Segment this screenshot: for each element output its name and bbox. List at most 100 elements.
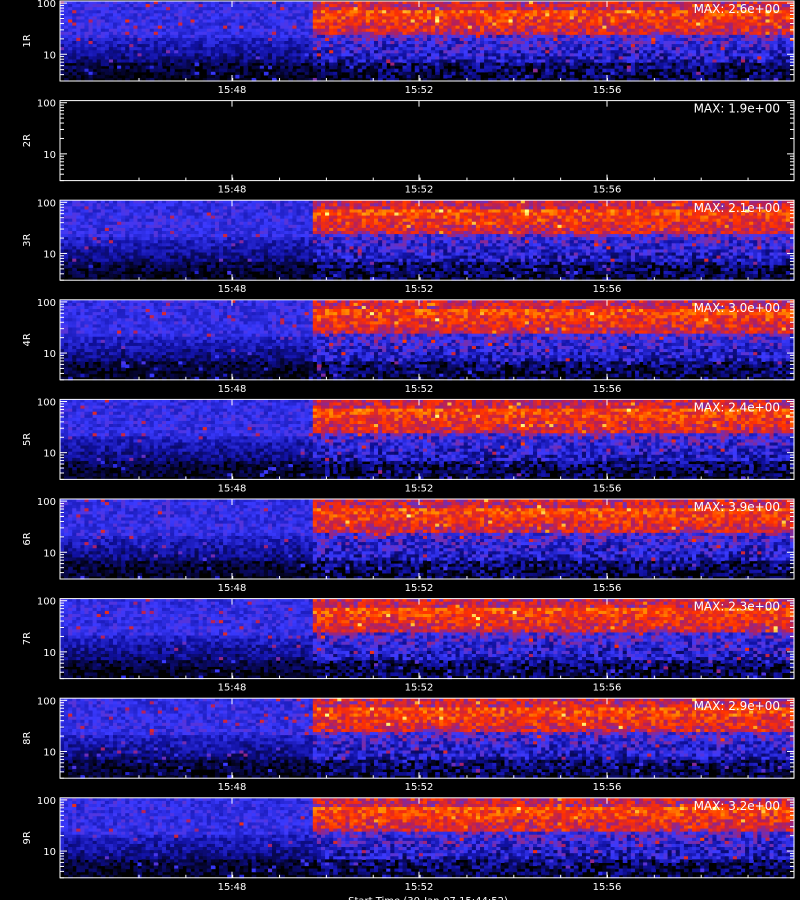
heatmap-cell (157, 68, 163, 73)
heatmap-cell (92, 19, 98, 24)
heatmap-cell (186, 16, 192, 21)
heatmap-cell (345, 7, 351, 11)
heatmap-cell (76, 274, 81, 278)
heatmap-cell (455, 77, 461, 82)
heatmap-cell (170, 71, 175, 76)
heatmap-cell (365, 1, 371, 5)
heatmap-cell (378, 28, 383, 33)
heatmap-cell (223, 53, 228, 57)
heatmap-cell (276, 13, 281, 17)
heatmap-cell (459, 28, 465, 33)
heatmap-cell (369, 31, 375, 36)
heatmap-cell (72, 1, 77, 5)
heatmap-cell (157, 53, 163, 57)
heatmap-cell (422, 10, 428, 14)
heatmap-cell (337, 31, 342, 36)
heatmap-cell (455, 41, 461, 45)
heatmap-cell (251, 59, 257, 64)
heatmap-cell (333, 19, 338, 24)
heatmap-cell (137, 77, 143, 82)
heatmap-cell (398, 71, 404, 76)
heatmap-cell (190, 1, 196, 5)
heatmap-cell (329, 47, 334, 51)
heatmap-cell (149, 31, 155, 36)
heatmap-cell (284, 47, 289, 51)
heatmap-cell (92, 62, 98, 67)
heatmap-cell (125, 13, 130, 17)
heatmap-cell (149, 77, 155, 82)
heatmap-cell (251, 13, 257, 17)
heatmap-cell (280, 4, 285, 8)
heatmap-cell (255, 31, 261, 36)
heatmap-cell (210, 1, 216, 5)
heatmap-cell (373, 28, 379, 33)
heatmap-cell (100, 47, 106, 51)
heatmap-cell (304, 41, 310, 45)
heatmap-cell (537, 65, 542, 70)
heatmap-cell (157, 22, 163, 27)
heatmap-cell (345, 13, 351, 17)
heatmap-cell (496, 25, 501, 30)
heatmap-cell (329, 56, 334, 61)
heatmap-cell (186, 71, 192, 76)
heatmap-cell (227, 16, 232, 21)
heatmap-cell (104, 267, 110, 272)
heatmap-cell (276, 28, 281, 33)
heatmap-cell (296, 10, 302, 14)
heatmap-cell (329, 1, 334, 5)
heatmap-cell (88, 34, 94, 39)
heatmap-cell (149, 44, 155, 48)
heatmap-cell (357, 34, 363, 39)
heatmap-cell (100, 13, 106, 17)
heatmap-cell (304, 44, 310, 48)
heatmap-cell (178, 56, 183, 61)
heatmap-cell (76, 41, 81, 45)
heatmap-cell (186, 41, 192, 45)
heatmap-cell (504, 22, 510, 27)
heatmap-cell (459, 77, 465, 82)
heatmap-cell (113, 7, 118, 11)
heatmap-cell (394, 56, 400, 61)
heatmap-cell (369, 53, 375, 57)
heatmap-cell (386, 22, 391, 27)
heatmap-cell (113, 28, 118, 33)
heatmap-cell (231, 28, 236, 33)
heatmap-cell (373, 62, 379, 67)
heatmap-cell (447, 44, 453, 48)
heatmap-cell (263, 62, 269, 67)
heatmap-cell (439, 7, 444, 11)
heatmap-cell (406, 25, 412, 30)
heatmap-cell (149, 53, 155, 57)
heatmap-cell (267, 10, 273, 14)
heatmap-cell (88, 7, 94, 11)
heatmap-cell (174, 19, 179, 24)
heatmap-cell (422, 4, 428, 8)
heatmap-cell (84, 47, 90, 51)
heatmap-cell (153, 28, 159, 33)
heatmap-cell (157, 44, 163, 48)
heatmap-cell (369, 19, 375, 24)
heatmap-cell (272, 37, 277, 42)
heatmap-cell (206, 74, 212, 79)
heatmap-cell (141, 59, 147, 64)
heatmap-cell (64, 19, 69, 24)
heatmap-cell (700, 68, 705, 73)
heatmap-cell (272, 44, 277, 48)
heatmap-cell (161, 34, 167, 39)
heatmap-cell (267, 59, 273, 64)
heatmap-cell (378, 10, 383, 14)
heatmap-cell (427, 59, 432, 64)
heatmap-cell (166, 56, 171, 61)
heatmap-cell (394, 19, 400, 24)
heatmap-cell (345, 16, 351, 21)
heatmap-cell (455, 1, 461, 5)
heatmap-cell (516, 1, 522, 5)
heatmap-cell (182, 28, 188, 33)
heatmap-cell (520, 77, 526, 82)
heatmap-cell (320, 62, 326, 67)
heatmap-cell (214, 10, 220, 14)
heatmap-cell (190, 4, 196, 8)
heatmap-cell (227, 25, 232, 30)
heatmap-cell (439, 37, 444, 42)
heatmap-cell (443, 74, 448, 79)
